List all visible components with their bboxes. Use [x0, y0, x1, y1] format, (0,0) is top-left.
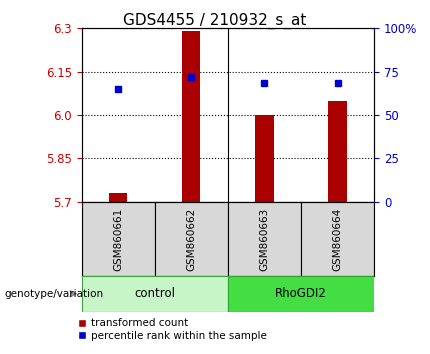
Bar	[109, 193, 127, 202]
Text: control: control	[134, 287, 175, 300]
Text: GSM860662: GSM860662	[186, 207, 197, 270]
Legend: transformed count, percentile rank within the sample: transformed count, percentile rank withi…	[78, 319, 267, 341]
Text: GSM860663: GSM860663	[259, 207, 270, 270]
Text: RhoGDI2: RhoGDI2	[275, 287, 327, 300]
Bar	[301, 202, 374, 276]
Text: GDS4455 / 210932_s_at: GDS4455 / 210932_s_at	[123, 12, 307, 29]
Bar	[82, 276, 228, 312]
Bar	[82, 202, 155, 276]
Bar	[255, 115, 273, 202]
Bar	[329, 101, 347, 202]
Bar	[182, 31, 200, 202]
Bar	[228, 202, 301, 276]
Text: genotype/variation: genotype/variation	[4, 289, 104, 299]
Text: GSM860661: GSM860661	[113, 207, 123, 270]
Bar	[228, 276, 374, 312]
Bar	[155, 202, 228, 276]
Text: GSM860664: GSM860664	[332, 207, 343, 270]
